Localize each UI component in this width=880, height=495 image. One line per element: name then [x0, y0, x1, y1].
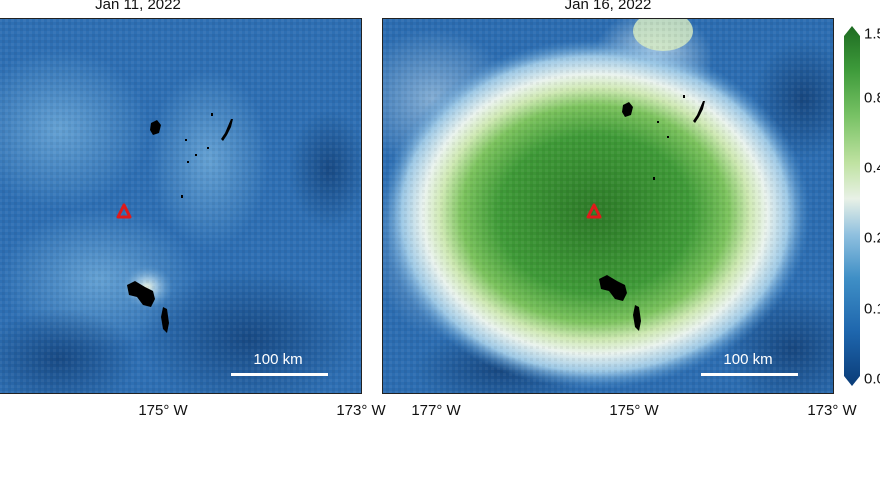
lon-tick-right-173w: 173° W	[807, 402, 857, 419]
scalebar-label-right: 100 km	[723, 351, 773, 368]
colorbar-label-3: 0.4	[864, 159, 880, 177]
colorbar-label-4: 0.2	[864, 229, 880, 247]
lon-tick-left-173w: 173° W	[336, 402, 386, 419]
colorbar-svg	[844, 26, 860, 386]
panel-title-jan11: Jan 11, 2022	[95, 0, 181, 13]
colorbar-label-6: 0.0	[864, 370, 880, 388]
volcano-marker-left	[116, 203, 132, 219]
land-islands-right	[599, 95, 705, 331]
map-panel-jan11	[0, 18, 362, 394]
map-jan16-svg	[383, 19, 833, 393]
panel-title-jan16: Jan 16, 2022	[564, 0, 652, 13]
colorbar-label-5: 0.1	[864, 300, 880, 318]
lon-tick-right-175w: 175° W	[609, 402, 659, 419]
scalebar-right	[701, 373, 798, 376]
scalebar-left	[231, 373, 328, 376]
scalebar-label-left: 100 km	[253, 351, 303, 368]
map-jan11-svg	[0, 19, 361, 393]
volcano-marker-right	[586, 203, 602, 219]
lon-tick-left-175w: 175° W	[138, 402, 188, 419]
colorbar-label-2: 0.8	[864, 89, 880, 107]
land-islands-left	[127, 113, 233, 333]
map-panel-jan16	[382, 18, 834, 394]
lon-tick-right-177w: 177° W	[411, 402, 461, 419]
colorbar	[844, 26, 860, 386]
colorbar-label-1: 1.5	[864, 25, 880, 43]
